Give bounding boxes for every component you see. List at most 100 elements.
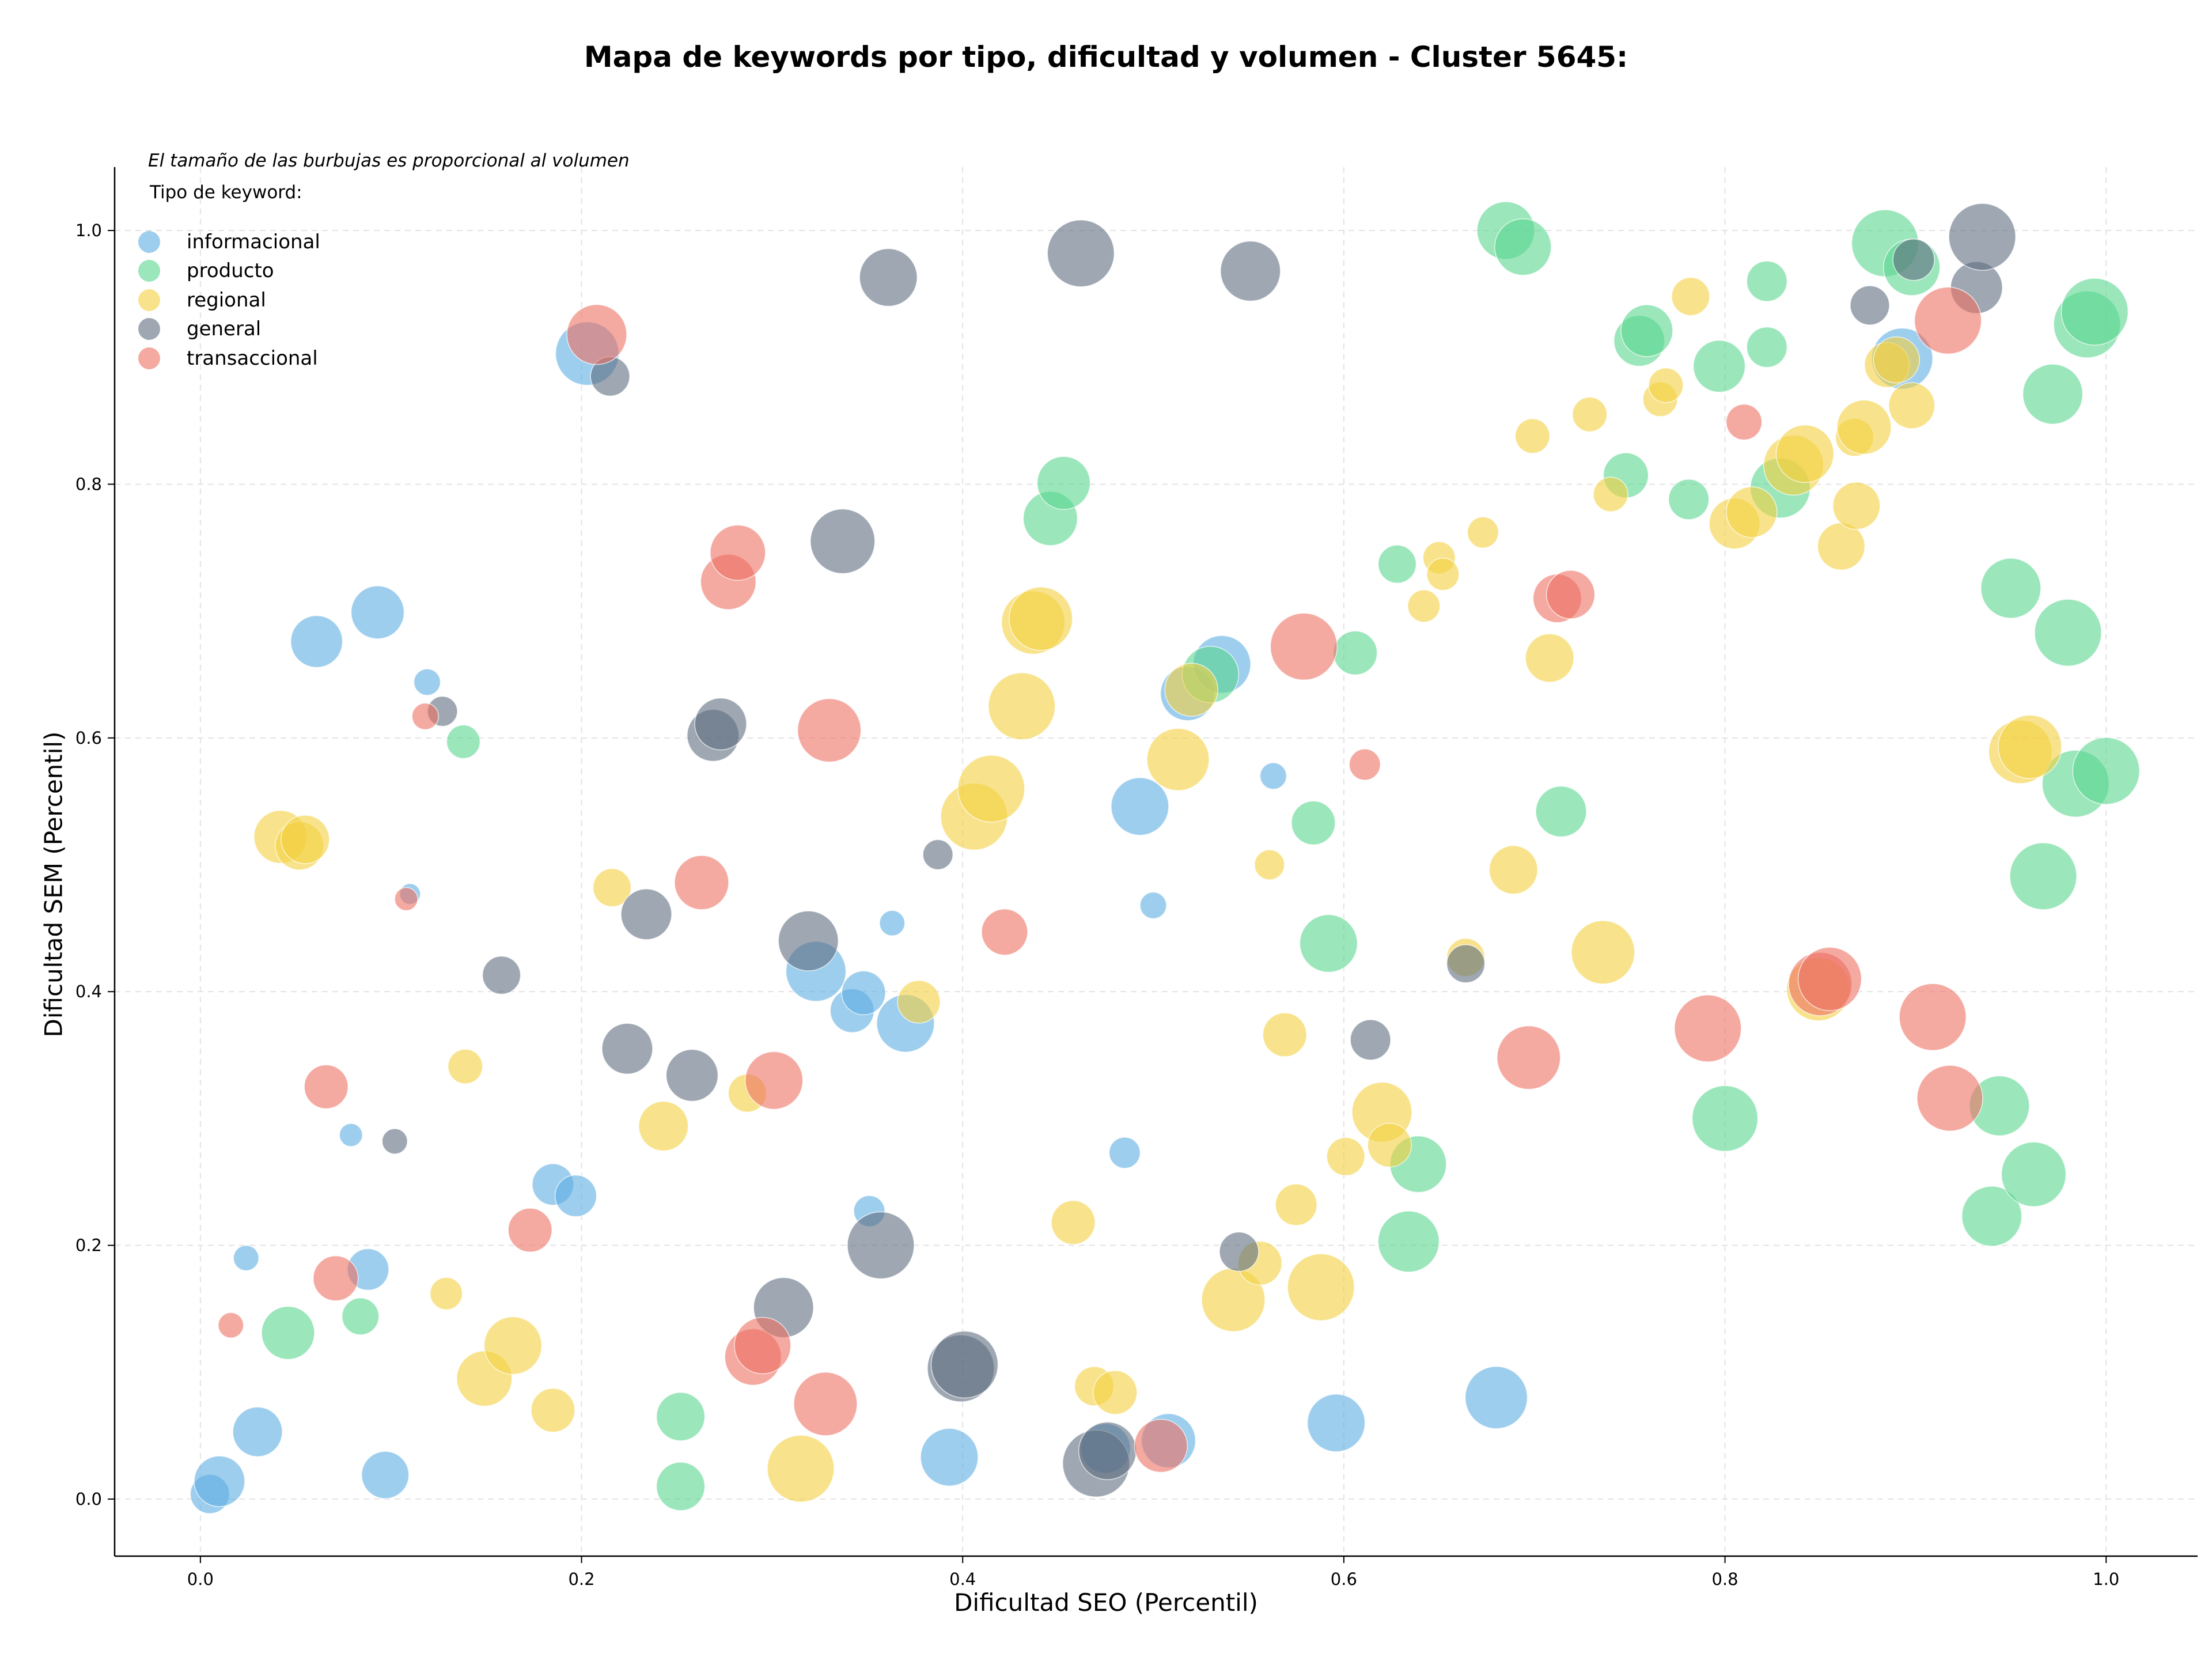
bubble-producto [2072,737,2140,805]
bubble-regional [988,672,1056,740]
bubble-producto [2061,278,2129,346]
bubble-general [694,697,747,751]
bubble-transaccional [1674,994,1742,1062]
bubble-general [1078,1421,1137,1480]
legend-label-informacional: informacional [187,230,320,253]
bubble-regional [1287,1253,1355,1321]
bubble-general [381,1128,408,1155]
bubble-transaccional [394,887,418,911]
bubble-regional [1571,396,1608,433]
bubble-producto [1746,326,1788,368]
bubble-regional [1262,1012,1308,1057]
bubble-general [620,888,672,940]
bubble-regional [447,1049,483,1084]
bubble-regional [1888,382,1936,429]
bubble-regional [531,1388,575,1433]
bubble-informacional [361,1451,410,1499]
bubble-producto [342,1297,380,1335]
x-tick-label: 0.0 [187,1569,214,1589]
legend-item-informacional: informacional [138,228,320,256]
bubble-regional [1836,399,1892,455]
bubble-transaccional [710,524,766,581]
bubble-general [1948,203,2016,271]
bubble-producto [656,1462,706,1511]
bubble-producto [656,1392,706,1441]
x-tick-label: 0.6 [1331,1569,1357,1589]
bubble-general [1446,944,1486,983]
bubble-general [665,1049,719,1102]
bubble-regional [1514,418,1551,454]
bubble-transaccional [1270,612,1338,681]
bubble-regional [957,755,1025,823]
bubble-transaccional [1797,947,1862,1011]
bubble-regional [1009,587,1073,651]
x-tick-label: 0.8 [1711,1569,1738,1589]
bubble-regional [1525,633,1574,683]
legend-label-regional: regional [187,289,266,312]
bubble-regional [1726,486,1778,538]
bubble-transaccional [1134,1418,1188,1473]
bubble-producto [1980,558,2041,619]
bubble-general [1350,1019,1391,1061]
bubble-informacional [232,1406,283,1457]
bubble-regional [1571,920,1635,985]
chart-title: Mapa de keywords por tipo, dificultad y … [584,40,1628,74]
bubble-general [1219,1231,1259,1272]
bubble-regional [1671,277,1710,316]
bubble-producto [2009,842,2077,910]
bubble-general [482,955,521,995]
legend-marker-regional [138,289,160,311]
bubble-regional [1648,367,1684,403]
bubble-informacional [554,1174,597,1217]
bubble-informacional [233,1244,260,1272]
bubble-transaccional [1899,983,1967,1051]
bubble-producto [1535,785,1587,838]
bubble-informacional [920,1428,979,1487]
y-tick-label: 1.0 [75,221,102,240]
bubble-transaccional [1497,1025,1561,1090]
legend-marker-general [138,318,160,340]
bubble-regional [1093,1370,1138,1415]
y-tick-label: 0.4 [75,982,102,1001]
bubble-producto [1377,544,1417,584]
bubble-informacional [1464,1366,1528,1429]
bubble-transaccional [793,1372,858,1436]
bubble-general [847,1211,915,1280]
bubble-transaccional [744,1051,804,1110]
bubble-informacional [339,1123,363,1147]
bubble-producto [1691,1085,1759,1152]
bubble-producto [1332,630,1378,676]
x-tick-label: 1.0 [2093,1569,2119,1589]
legend-label-transaccional: transaccional [187,347,318,370]
bubble-regional [1873,336,1921,384]
bubble-transaccional [1546,570,1596,619]
x-axis-label: Dificultad SEO (Percentil) [954,1588,1258,1617]
bubble-transaccional [218,1312,244,1339]
bubble-informacional [1108,1137,1141,1169]
bubble-producto [261,1306,315,1360]
bubble-informacional [290,615,343,668]
bubble-regional [1467,516,1499,548]
bubble-transaccional [411,702,440,731]
bubble-informacional [194,1455,245,1507]
bubble-regional [638,1100,689,1152]
bubble-regional [483,1316,543,1375]
legend-item-regional: regional [138,286,266,315]
bubble-regional [1832,482,1881,530]
bubbles [190,201,2140,1514]
bubble-regional [1593,476,1628,512]
legend-label-producto: producto [187,259,274,282]
bubble-regional [1407,589,1441,623]
bubble-regional [1254,849,1285,880]
legend-marker-transaccional [138,347,160,369]
bubble-informacional [1139,891,1167,920]
bubble-general [1850,285,1890,326]
bubble-regional [1146,728,1210,792]
bubble-producto [1961,1186,2022,1247]
bubble-transaccional [981,908,1028,956]
bubble-informacional [1259,762,1287,790]
bubble-producto [1692,339,1746,393]
bubble-regional [281,815,330,864]
bubble-regional [1488,845,1539,895]
bubble-producto [2001,1141,2067,1208]
